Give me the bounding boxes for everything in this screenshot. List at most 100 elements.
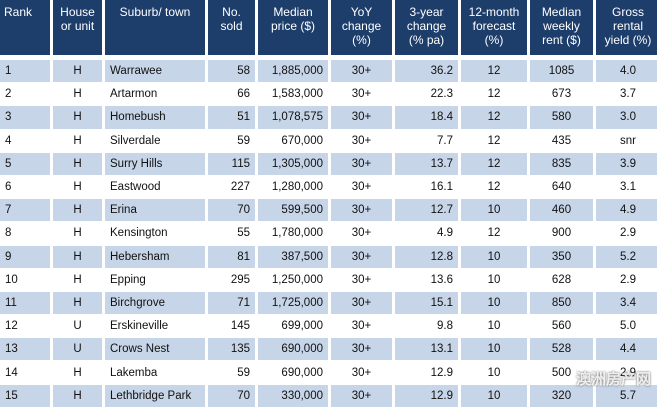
table-cell: 3 — [0, 106, 50, 129]
table-cell: 12.9 — [395, 384, 458, 407]
table-cell: Epping — [105, 268, 205, 291]
table-cell: 10 — [461, 199, 527, 222]
column-header: No. sold — [208, 0, 255, 55]
table-cell: H — [53, 268, 102, 291]
table-cell: 59 — [208, 361, 255, 384]
table-cell: 30+ — [331, 338, 392, 361]
table-cell: 81 — [208, 245, 255, 268]
table-cell: Erskineville — [105, 315, 205, 338]
table-cell: 10 — [461, 315, 527, 338]
column-header: Gross rental yield (%) — [596, 0, 657, 55]
column-header: 12-month forecast (%) — [461, 0, 527, 55]
table-cell: 15.1 — [395, 291, 458, 315]
table-cell: 12 — [461, 60, 527, 83]
table-row: 12 U Erskineville 145 699,000 30+ 9.8 10 560 5.0 — [0, 315, 657, 338]
table-cell: 3.0 — [596, 106, 657, 129]
table-cell: Kensington — [105, 222, 205, 245]
table-cell: 30+ — [331, 199, 392, 222]
table-cell: 14 — [0, 361, 50, 384]
table-cell: 1,078,575 — [258, 106, 328, 129]
table-cell: H — [53, 129, 102, 152]
table-cell: 690,000 — [258, 361, 328, 384]
table-cell: 145 — [208, 315, 255, 338]
table-cell: 30+ — [331, 152, 392, 175]
table-cell: U — [53, 338, 102, 361]
table-cell: Warrawee — [105, 60, 205, 83]
table-cell: 13.1 — [395, 338, 458, 361]
table-cell: 30+ — [331, 222, 392, 245]
table-cell: Crows Nest — [105, 338, 205, 361]
table-cell: snr — [596, 129, 657, 152]
table-cell: 3.4 — [596, 291, 657, 315]
table-cell: 1,583,000 — [258, 83, 328, 106]
table-cell: 30+ — [331, 245, 392, 268]
table-cell: 10 — [0, 268, 50, 291]
table-cell: 7 — [0, 199, 50, 222]
table-cell: 10 — [461, 291, 527, 315]
table-row: 14 H Lakemba 59 690,000 30+ 12.9 10 500 2.9 — [0, 361, 657, 384]
table-cell: 4.0 — [596, 60, 657, 83]
table-cell: Erina — [105, 199, 205, 222]
table-cell: 5.2 — [596, 245, 657, 268]
column-header: Suburb/ town — [105, 0, 205, 55]
table-cell: H — [53, 361, 102, 384]
table-cell: 12 — [461, 129, 527, 152]
table-row: 4 H Silverdale 59 670,000 30+ 7.7 12 435 snr — [0, 129, 657, 152]
table-cell: 5 — [0, 152, 50, 175]
table-cell: 850 — [530, 291, 593, 315]
table-cell: 18.4 — [395, 106, 458, 129]
table-cell: 599,500 — [258, 199, 328, 222]
table-cell: 8 — [0, 222, 50, 245]
column-header: Rank — [0, 0, 50, 55]
table-cell: 6 — [0, 175, 50, 199]
header-row: Rank House or unit Suburb/ town No. sold Med… — [0, 0, 657, 55]
table-cell: 350 — [530, 245, 593, 268]
table-cell: 2.9 — [596, 361, 657, 384]
table-cell: 135 — [208, 338, 255, 361]
table-cell: 71 — [208, 291, 255, 315]
table-cell: 835 — [530, 152, 593, 175]
table-cell: 10 — [461, 338, 527, 361]
table-cell: 1,780,000 — [258, 222, 328, 245]
table-cell: 13.7 — [395, 152, 458, 175]
table-cell: 13 — [0, 338, 50, 361]
table-cell: 30+ — [331, 129, 392, 152]
table-cell: 1,280,000 — [258, 175, 328, 199]
table-body: 1 H Warrawee 58 1,885,000 30+ 36.2 12 1085 4.0 2 H A… — [0, 56, 657, 407]
table-cell: 460 — [530, 199, 593, 222]
table-row: 15 H Lethbridge Park 70 330,000 30+ 12.9 10 320 5… — [0, 384, 657, 407]
table-cell: 12 — [461, 83, 527, 106]
table-cell: 628 — [530, 268, 593, 291]
table-cell: Lethbridge Park — [105, 384, 205, 407]
table-row: 3 H Homebush 51 1,078,575 30+ 18.4 12 580 3.0 — [0, 106, 657, 129]
column-header: Median price ($) — [258, 0, 328, 55]
table-cell: 12 — [461, 106, 527, 129]
table-row: 13 U Crows Nest 135 690,000 30+ 13.1 10 528 4.4 — [0, 338, 657, 361]
table-cell: 30+ — [331, 384, 392, 407]
table-cell: Lakemba — [105, 361, 205, 384]
table-row: 8 H Kensington 55 1,780,000 30+ 4.9 12 900 2.9 — [0, 222, 657, 245]
table-cell: 30+ — [331, 60, 392, 83]
table-cell: 4.9 — [395, 222, 458, 245]
table-cell: 10 — [461, 245, 527, 268]
table-cell: 699,000 — [258, 315, 328, 338]
table-cell: 670,000 — [258, 129, 328, 152]
table-cell: 16.1 — [395, 175, 458, 199]
table-cell: 900 — [530, 222, 593, 245]
table-cell: 9.8 — [395, 315, 458, 338]
table-cell: 22.3 — [395, 83, 458, 106]
table-cell: 3.1 — [596, 175, 657, 199]
watermark: 澳洲房产网 — [575, 371, 651, 388]
table-cell: 4.4 — [596, 338, 657, 361]
table-cell: 1 — [0, 60, 50, 83]
table-cell: 435 — [530, 129, 593, 152]
table-cell: 55 — [208, 222, 255, 245]
table-cell: H — [53, 222, 102, 245]
table-cell: 12.7 — [395, 199, 458, 222]
table-cell: Hebersham — [105, 245, 205, 268]
table-cell: 30+ — [331, 361, 392, 384]
table-cell: 2 — [0, 83, 50, 106]
column-header: 3-year change (% pa) — [395, 0, 458, 55]
table-cell: 10 — [461, 384, 527, 407]
